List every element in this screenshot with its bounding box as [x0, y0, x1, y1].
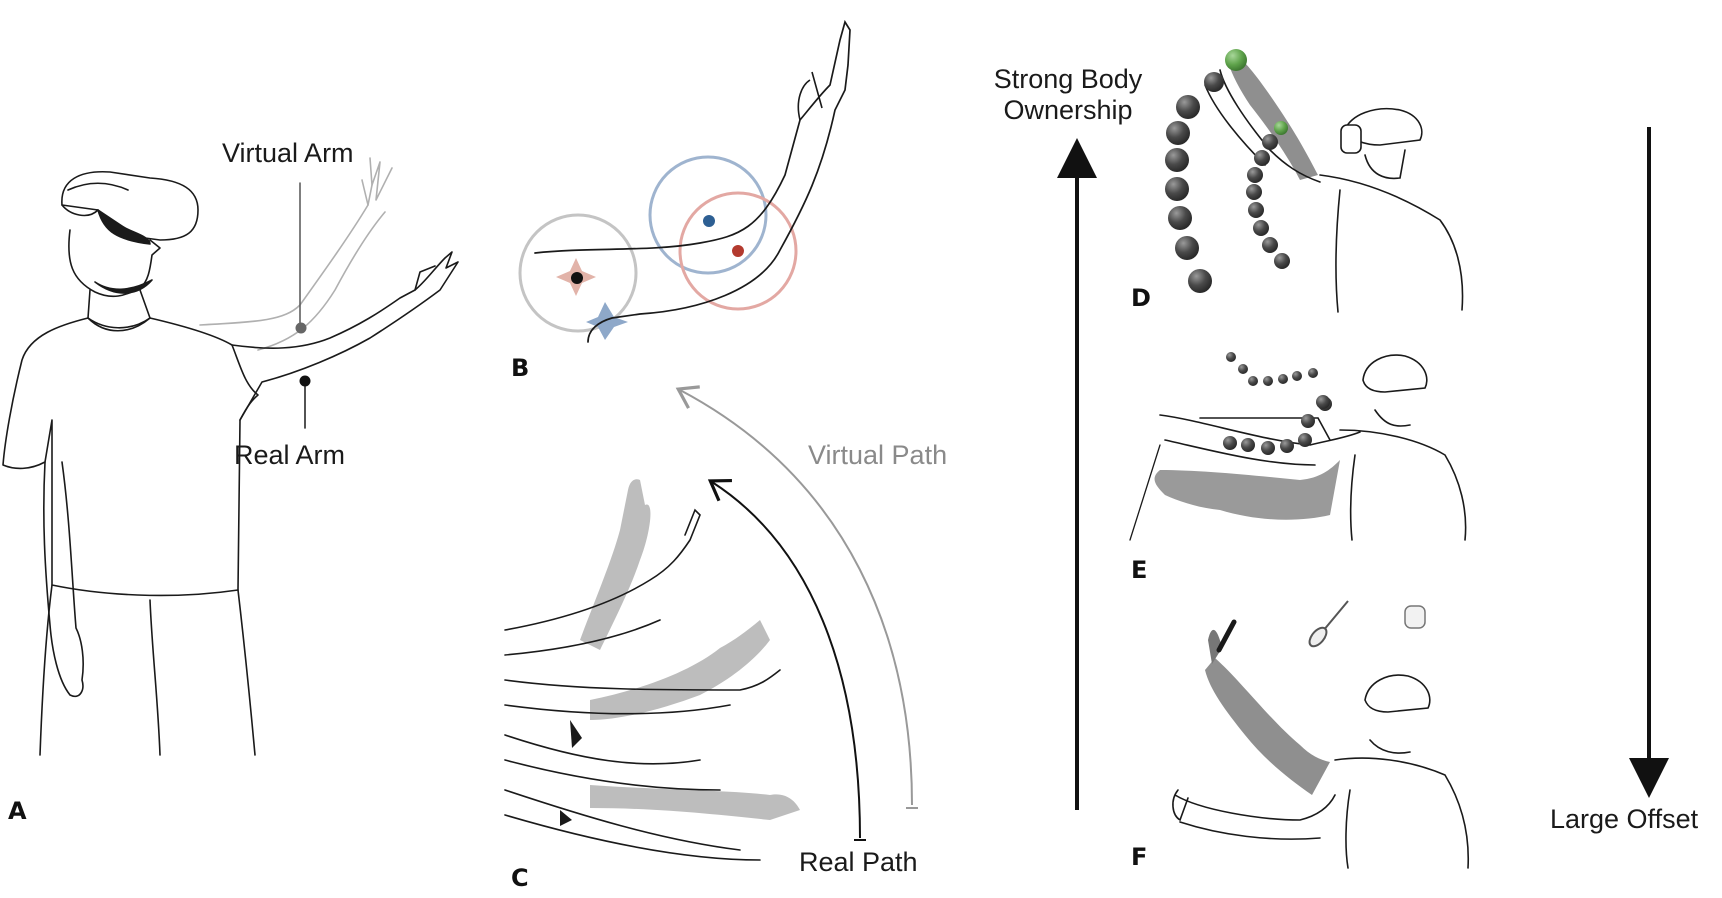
trail-ball [1278, 374, 1288, 384]
virtual-path-label: Virtual Path [808, 440, 948, 470]
virtual-arm-grey-e [1154, 460, 1340, 520]
grey-ring [518, 213, 638, 333]
virtual-arm-label: Virtual Arm [222, 138, 354, 168]
trail-ball [1301, 414, 1315, 428]
trail-ball [1165, 148, 1189, 172]
trail-ball [1316, 395, 1330, 409]
panel-letter-b: B [511, 354, 530, 382]
real-arm-label: Real Arm [234, 440, 346, 470]
trail-ball [1280, 439, 1294, 453]
panel-f-illustration [1172, 600, 1470, 869]
trail-ball [1188, 269, 1212, 293]
ball-trail-e [1223, 352, 1332, 455]
panel-b-illustration [518, 19, 851, 343]
panel-letter-e: E [1131, 556, 1148, 584]
hanging-arm [43, 461, 84, 698]
trail-ball [1165, 177, 1189, 201]
axis-top-line2: Ownership [1003, 95, 1133, 125]
real-arm-marker [299, 375, 311, 387]
arm-contour [534, 19, 851, 343]
red-dot [732, 245, 744, 257]
trail-ball [1166, 121, 1190, 145]
person-f [1334, 739, 1470, 869]
trail-ball [1204, 72, 1224, 92]
panel-letter-d: D [1131, 284, 1151, 312]
trail-ball [1248, 202, 1264, 218]
pants [39, 584, 256, 756]
ghost-arms [580, 479, 800, 820]
virtual-arm-marker [295, 322, 307, 334]
panel-d-illustration [1204, 55, 1464, 313]
green-target-ball [1225, 49, 1247, 71]
axis-top-line1: Strong Body [993, 64, 1143, 94]
panel-letter-c: C [511, 864, 529, 892]
virtual-arm-grey-f [1205, 658, 1330, 795]
knife [1216, 619, 1237, 653]
panel-letter-a: A [8, 797, 27, 825]
virtual-path-arc [675, 385, 913, 806]
headset-e [1362, 354, 1428, 393]
panel-letter-f: F [1131, 843, 1148, 871]
blue-star [586, 302, 628, 340]
trail-ball [1248, 376, 1258, 386]
trail-ball [1246, 184, 1262, 200]
trail-ball [1253, 220, 1269, 236]
head-outline [68, 229, 161, 298]
panel-e-illustration [1129, 354, 1467, 541]
tshirt [2, 317, 259, 597]
trail-ball [1176, 95, 1200, 119]
trail-ball [1238, 364, 1248, 374]
large-offset-label: Large Offset [1550, 804, 1699, 834]
virtual-arm-grey-d [1228, 55, 1318, 180]
trail-ball [1274, 253, 1290, 269]
trail-ball [1298, 433, 1312, 447]
trail-ball [1262, 134, 1278, 150]
green-target-ball [1274, 121, 1288, 135]
panel-a-illustration [2, 157, 459, 756]
person-d [1319, 149, 1464, 313]
trail-ball [1263, 376, 1273, 386]
trail-ball [1175, 236, 1199, 260]
trail-ball [1241, 438, 1255, 452]
trail-ball [1226, 352, 1236, 362]
trail-ball [1254, 150, 1270, 166]
panel-c-illustration [504, 385, 918, 861]
real-path-label: Real Path [799, 847, 918, 877]
screwdriver [1308, 600, 1349, 648]
virtual-arm-drawing [199, 157, 393, 351]
ball-trail-d [1165, 49, 1290, 293]
outlined-arms [504, 508, 781, 861]
real-arm-drawing [231, 251, 459, 421]
person-e [1339, 409, 1467, 541]
red-ring [678, 191, 798, 311]
blue-dot [703, 215, 715, 227]
trail-ball [1223, 436, 1237, 450]
trail-ball [1247, 167, 1263, 183]
headset-f [1364, 674, 1431, 713]
trail-ball [1292, 371, 1302, 381]
real-path-arc [707, 478, 861, 839]
strong-body-ownership-label: Strong Body Ownership [968, 66, 1168, 124]
trail-ball [1308, 368, 1318, 378]
trail-ball [1262, 237, 1278, 253]
blue-ring [648, 155, 768, 275]
trail-ball [1261, 441, 1275, 455]
trail-ball [1168, 206, 1192, 230]
small-object [1404, 605, 1426, 629]
black-dot [571, 272, 583, 284]
jaw-shadow [94, 279, 153, 294]
